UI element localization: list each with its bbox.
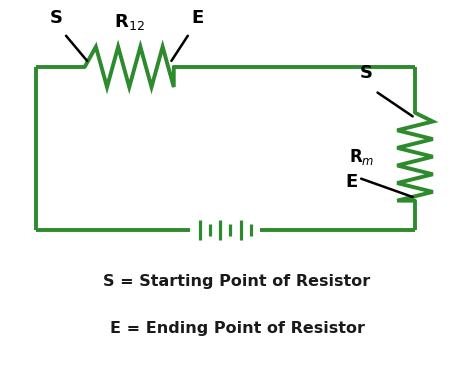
Text: E: E <box>346 173 358 192</box>
Text: S: S <box>50 9 63 26</box>
Text: $\mathbf{R}_{12}$: $\mathbf{R}_{12}$ <box>114 12 145 32</box>
Text: E: E <box>191 9 203 26</box>
Text: S: S <box>359 64 372 81</box>
Text: $\mathbf{R}_m$: $\mathbf{R}_m$ <box>349 147 375 167</box>
Text: E = Ending Point of Resistor: E = Ending Point of Resistor <box>109 321 365 336</box>
Text: S = Starting Point of Resistor: S = Starting Point of Resistor <box>103 274 371 289</box>
